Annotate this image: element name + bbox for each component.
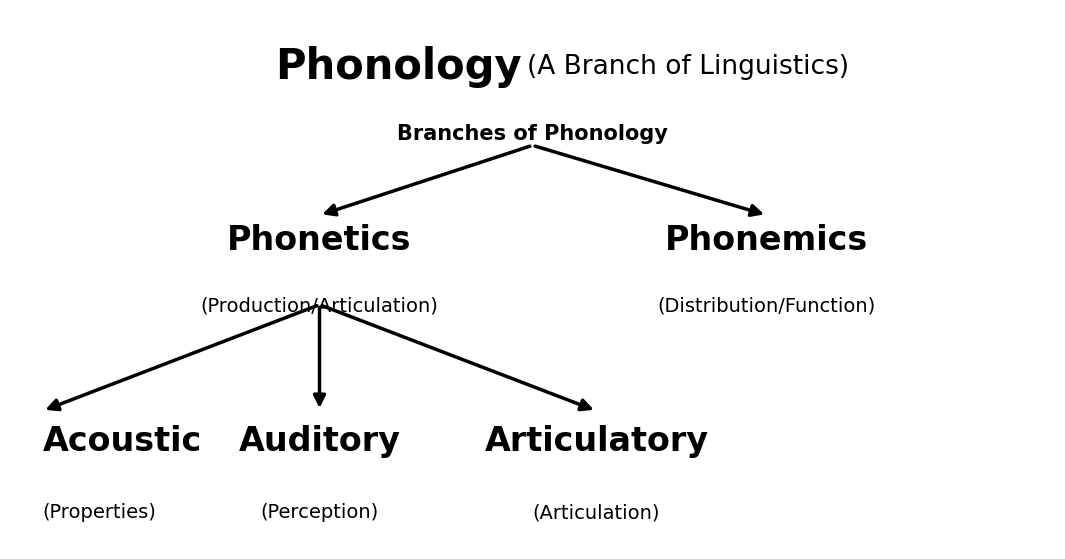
- Text: Auditory: Auditory: [239, 425, 400, 458]
- Text: (Articulation): (Articulation): [532, 503, 660, 522]
- Text: Acoustic: Acoustic: [43, 425, 202, 458]
- Text: Articulatory: Articulatory: [485, 425, 708, 458]
- Text: Phonemics: Phonemics: [666, 224, 868, 257]
- Text: Branches of Phonology: Branches of Phonology: [397, 124, 668, 144]
- Text: Phonetics: Phonetics: [227, 224, 412, 257]
- Text: (Distribution/Function): (Distribution/Function): [658, 296, 875, 315]
- Text: (A Branch of Linguistics): (A Branch of Linguistics): [527, 54, 849, 80]
- Text: (Perception): (Perception): [260, 503, 379, 522]
- Text: Phonology: Phonology: [275, 46, 522, 88]
- Text: (Properties): (Properties): [43, 503, 157, 522]
- Text: (Production/Articulation): (Production/Articulation): [200, 296, 439, 315]
